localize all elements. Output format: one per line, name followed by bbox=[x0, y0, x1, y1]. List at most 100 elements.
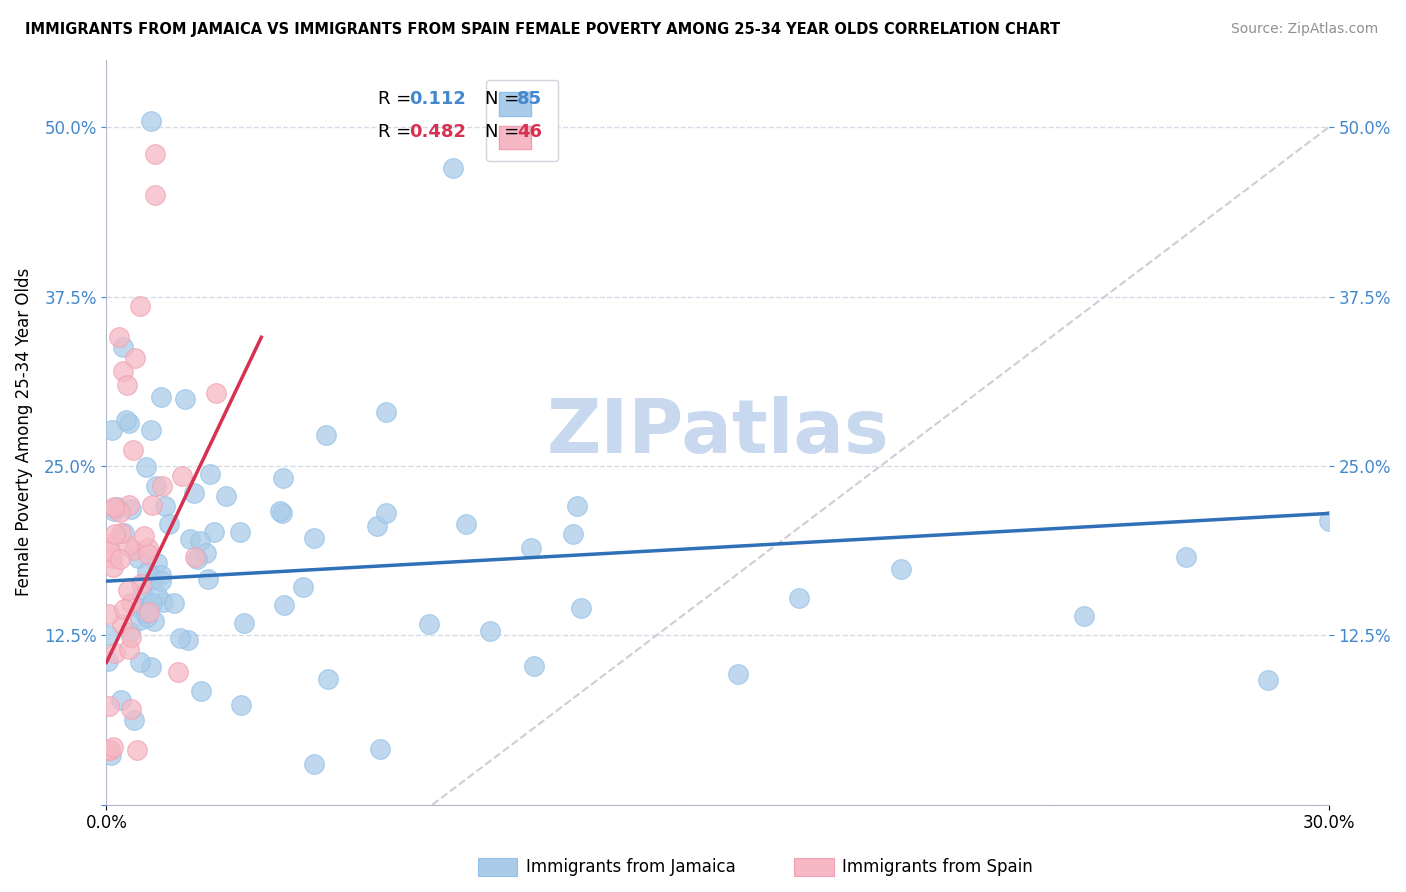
Point bbox=[121, 443, 143, 458]
Point bbox=[149, 567, 172, 582]
Point bbox=[562, 527, 585, 541]
Point bbox=[129, 614, 152, 628]
Text: R =: R = bbox=[378, 90, 416, 108]
Point bbox=[152, 595, 174, 609]
Point bbox=[143, 147, 166, 161]
Text: R =: R = bbox=[378, 123, 416, 141]
Point bbox=[145, 479, 167, 493]
Point bbox=[103, 500, 125, 514]
Point bbox=[101, 423, 124, 437]
Point bbox=[97, 699, 120, 714]
Point bbox=[149, 574, 172, 588]
Point bbox=[141, 596, 163, 610]
Point bbox=[103, 560, 125, 574]
Point bbox=[787, 591, 810, 605]
Text: N =: N = bbox=[485, 123, 526, 141]
Text: N =: N = bbox=[485, 90, 526, 108]
Point bbox=[124, 351, 146, 365]
Point bbox=[97, 654, 120, 668]
Point bbox=[104, 527, 127, 541]
Point bbox=[129, 601, 152, 615]
Point bbox=[139, 660, 162, 674]
Point bbox=[157, 516, 180, 531]
Point bbox=[120, 501, 142, 516]
Point bbox=[138, 605, 160, 619]
Point bbox=[176, 633, 198, 648]
Point bbox=[174, 392, 197, 406]
Point bbox=[128, 655, 150, 669]
Point bbox=[105, 500, 128, 514]
Point bbox=[141, 498, 163, 512]
Point bbox=[98, 743, 121, 757]
Point bbox=[111, 364, 134, 378]
Point bbox=[205, 386, 228, 401]
Point bbox=[135, 607, 157, 621]
Point bbox=[316, 673, 339, 687]
Point bbox=[117, 582, 139, 597]
Point bbox=[125, 743, 148, 757]
Point bbox=[149, 390, 172, 404]
Legend: , : , bbox=[486, 79, 558, 161]
Point bbox=[131, 576, 153, 591]
Point bbox=[1073, 609, 1095, 624]
Point bbox=[122, 542, 145, 557]
Point bbox=[108, 505, 131, 519]
Point bbox=[188, 534, 211, 549]
Point bbox=[120, 631, 142, 645]
Point bbox=[136, 610, 159, 624]
Text: 0.112: 0.112 bbox=[409, 90, 467, 108]
Point bbox=[172, 468, 194, 483]
Point bbox=[271, 506, 294, 520]
Point bbox=[194, 546, 217, 560]
Point bbox=[136, 541, 159, 555]
Point bbox=[142, 572, 165, 586]
Point bbox=[112, 602, 135, 616]
Y-axis label: Female Poverty Among 25-34 Year Olds: Female Poverty Among 25-34 Year Olds bbox=[15, 268, 32, 596]
Text: Source: ZipAtlas.com: Source: ZipAtlas.com bbox=[1230, 22, 1378, 37]
Point bbox=[122, 713, 145, 727]
Point bbox=[120, 596, 142, 610]
Text: Immigrants from Spain: Immigrants from Spain bbox=[842, 858, 1033, 876]
Point bbox=[418, 617, 440, 632]
Text: 0.482: 0.482 bbox=[409, 123, 467, 141]
Point bbox=[522, 659, 544, 673]
Point bbox=[190, 683, 212, 698]
Point bbox=[141, 113, 163, 128]
Point bbox=[115, 377, 138, 392]
Point bbox=[479, 624, 502, 638]
Point bbox=[117, 539, 139, 553]
Point bbox=[138, 597, 160, 611]
Point bbox=[890, 562, 912, 576]
Point bbox=[108, 551, 131, 566]
Point bbox=[139, 423, 162, 437]
Point bbox=[146, 588, 169, 602]
Point bbox=[135, 460, 157, 475]
Point bbox=[197, 572, 219, 586]
Point bbox=[120, 702, 142, 716]
Point bbox=[103, 740, 125, 755]
Point bbox=[229, 525, 252, 540]
Point bbox=[271, 471, 294, 485]
Point bbox=[136, 547, 159, 561]
Text: ZIPatlas: ZIPatlas bbox=[547, 396, 889, 468]
Point bbox=[150, 478, 173, 492]
Point bbox=[143, 188, 166, 202]
Point bbox=[97, 536, 120, 550]
Point bbox=[114, 413, 136, 427]
Point bbox=[366, 519, 388, 533]
Point bbox=[456, 516, 478, 531]
Point bbox=[107, 330, 129, 344]
Text: 46: 46 bbox=[517, 123, 543, 141]
Point bbox=[112, 526, 135, 541]
Point bbox=[569, 600, 592, 615]
Point bbox=[110, 692, 132, 706]
Text: 85: 85 bbox=[517, 90, 543, 108]
Point bbox=[100, 747, 122, 762]
Point bbox=[146, 556, 169, 570]
Point bbox=[98, 607, 121, 621]
Point bbox=[215, 489, 238, 503]
Point bbox=[291, 580, 314, 594]
Point bbox=[375, 405, 398, 419]
Point bbox=[117, 642, 139, 657]
Point bbox=[179, 532, 201, 546]
